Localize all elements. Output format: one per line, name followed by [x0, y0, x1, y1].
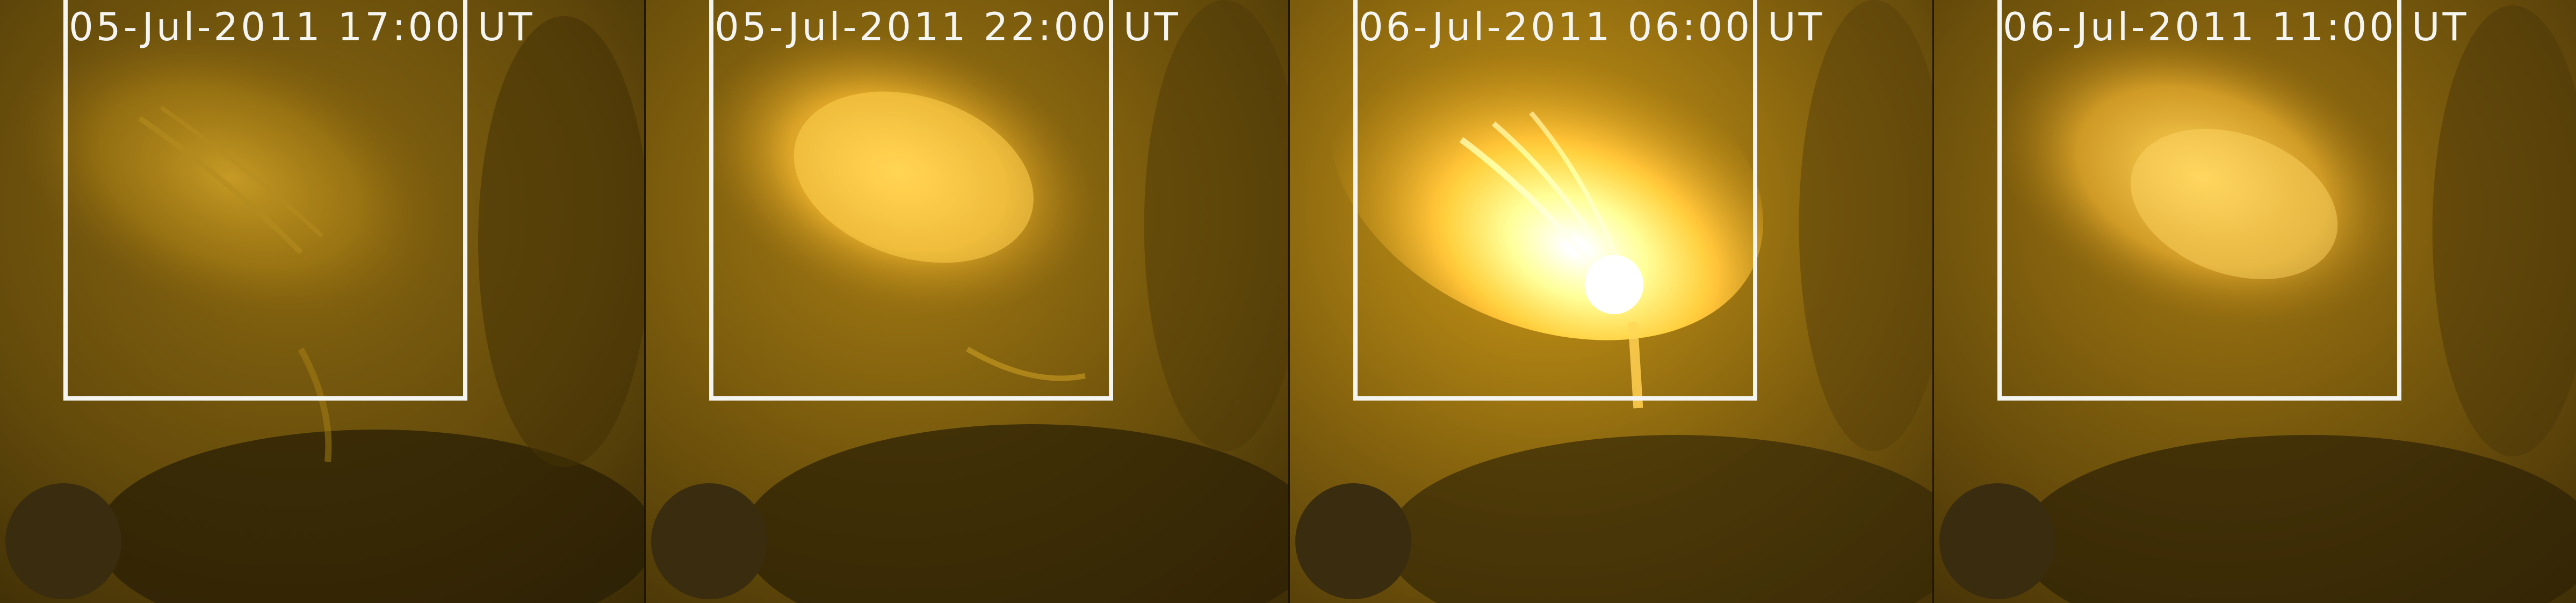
occulter-disk: [1295, 483, 1411, 599]
frame-panel-2: 05-Jul-2011 22:00 UT: [644, 0, 1288, 603]
region-of-interest-box: [709, 0, 1113, 401]
timestamp-label: 06-Jul-2011 06:00 UT: [1359, 4, 1825, 49]
frame-panel-4: 06-Jul-2011 11:00 UT: [1932, 0, 2576, 603]
solar-image-3: [1290, 0, 1932, 603]
timestamp-label: 05-Jul-2011 17:00 UT: [69, 4, 535, 49]
region-of-interest-box: [63, 0, 467, 401]
frame-panel-1: 05-Jul-2011 17:00 UT: [0, 0, 644, 603]
region-of-interest-box: [1997, 0, 2401, 401]
occulter-disk: [5, 483, 121, 599]
frame-panel-3: 06-Jul-2011 06:00 UT: [1288, 0, 1932, 603]
solar-image-1: [0, 0, 644, 603]
occulter-disk: [1939, 483, 2055, 599]
solar-image-2: [646, 0, 1288, 603]
region-of-interest-box: [1353, 0, 1757, 401]
timestamp-label: 06-Jul-2011 11:00 UT: [2003, 4, 2469, 49]
occulter-disk: [651, 483, 767, 599]
solar-image-4: [1934, 0, 2576, 603]
timestamp-label: 05-Jul-2011 22:00 UT: [715, 4, 1181, 49]
